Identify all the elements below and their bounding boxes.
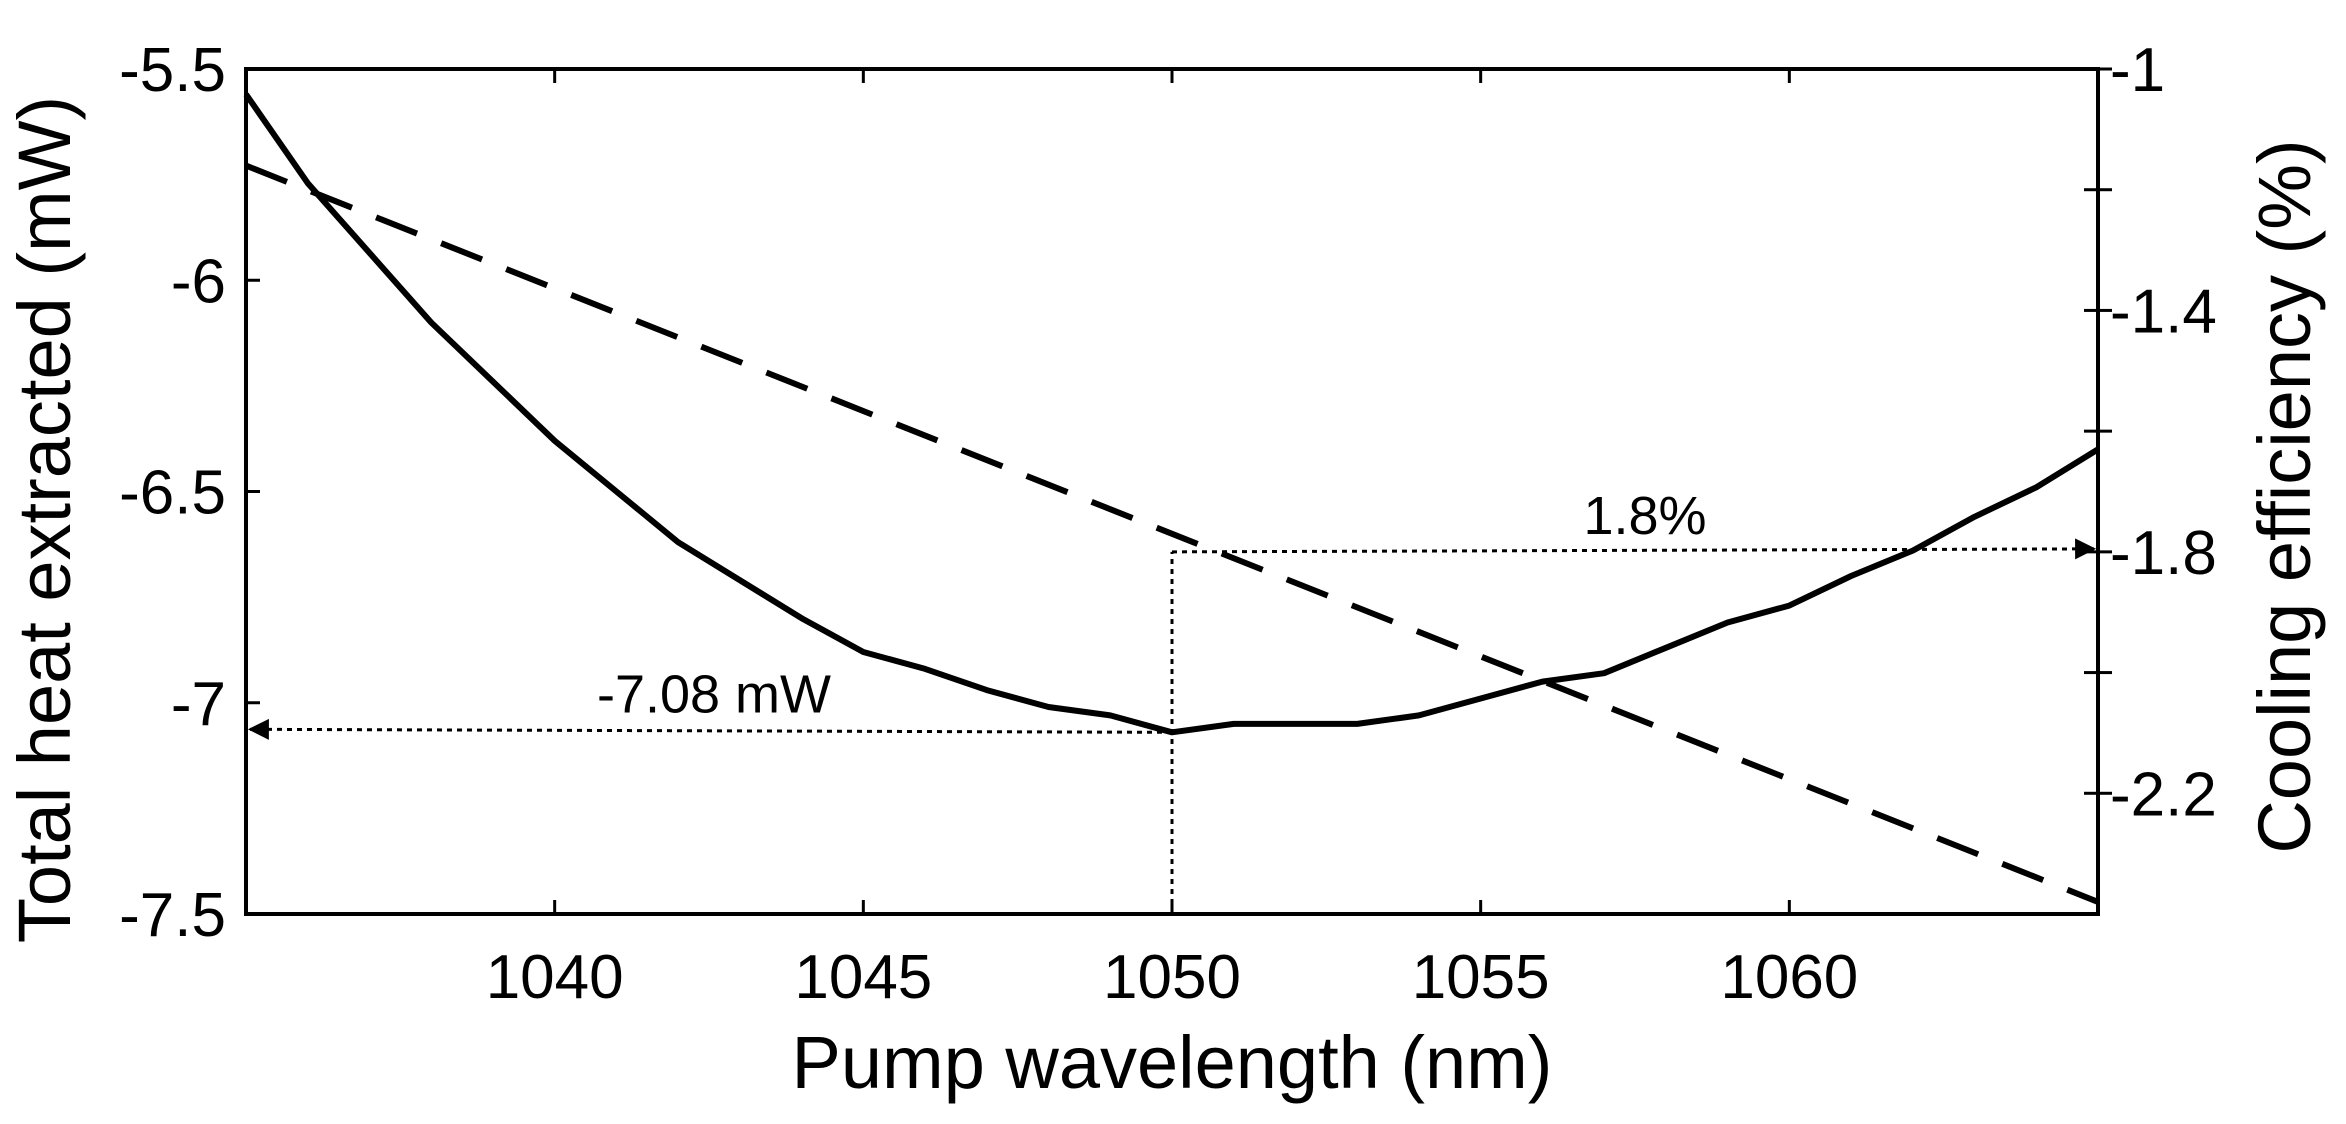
y-tick-label: -5.5: [119, 36, 226, 105]
x-axis-title: Pump wavelength (nm): [792, 1021, 1553, 1104]
y2-tick-label: -1.4: [2110, 277, 2217, 346]
y2-axis-title: Cooling efficiency (%): [2243, 139, 2326, 853]
y2-tick-label: -1: [2110, 36, 2165, 105]
x-tick-label: 1040: [486, 943, 624, 1012]
x-tick-label: 1055: [1412, 943, 1550, 1012]
y2-tick-label: -1.8: [2110, 519, 2217, 588]
series-line-heat-extracted: [243, 92, 2100, 736]
y-tick-label: -6: [171, 247, 226, 316]
plot-frame: [244, 67, 2100, 916]
guide-arrow-efficiency: [1171, 538, 2097, 560]
guide-arrow-heat: [247, 718, 1173, 740]
series-line-cooling-efficiency: [244, 162, 2100, 905]
y-tick-label: -7: [171, 670, 226, 739]
y2-tick-label: -2.2: [2110, 760, 2217, 829]
annotations: -7.08 mW 1.8%: [247, 486, 2097, 914]
plot-area: [243, 92, 2100, 905]
y-tick-label: -7.5: [119, 881, 226, 950]
annotation-label-efficiency: 1.8%: [1583, 486, 1706, 546]
annotation-label-heat: -7.08 mW: [597, 664, 831, 724]
x-tick-label: 1060: [1720, 943, 1858, 1012]
x-tick-label: 1050: [1103, 943, 1241, 1012]
x-tick-label: 1045: [794, 943, 932, 1012]
axes: 1040 1045 1050 1055 1060 -5.5 -6 -6.5 -7 -7.5 -1 -1…: [119, 36, 2217, 1012]
y-tick-label: -6.5: [119, 459, 226, 528]
y-axis-title: Total heat extracted (mW): [3, 96, 86, 943]
